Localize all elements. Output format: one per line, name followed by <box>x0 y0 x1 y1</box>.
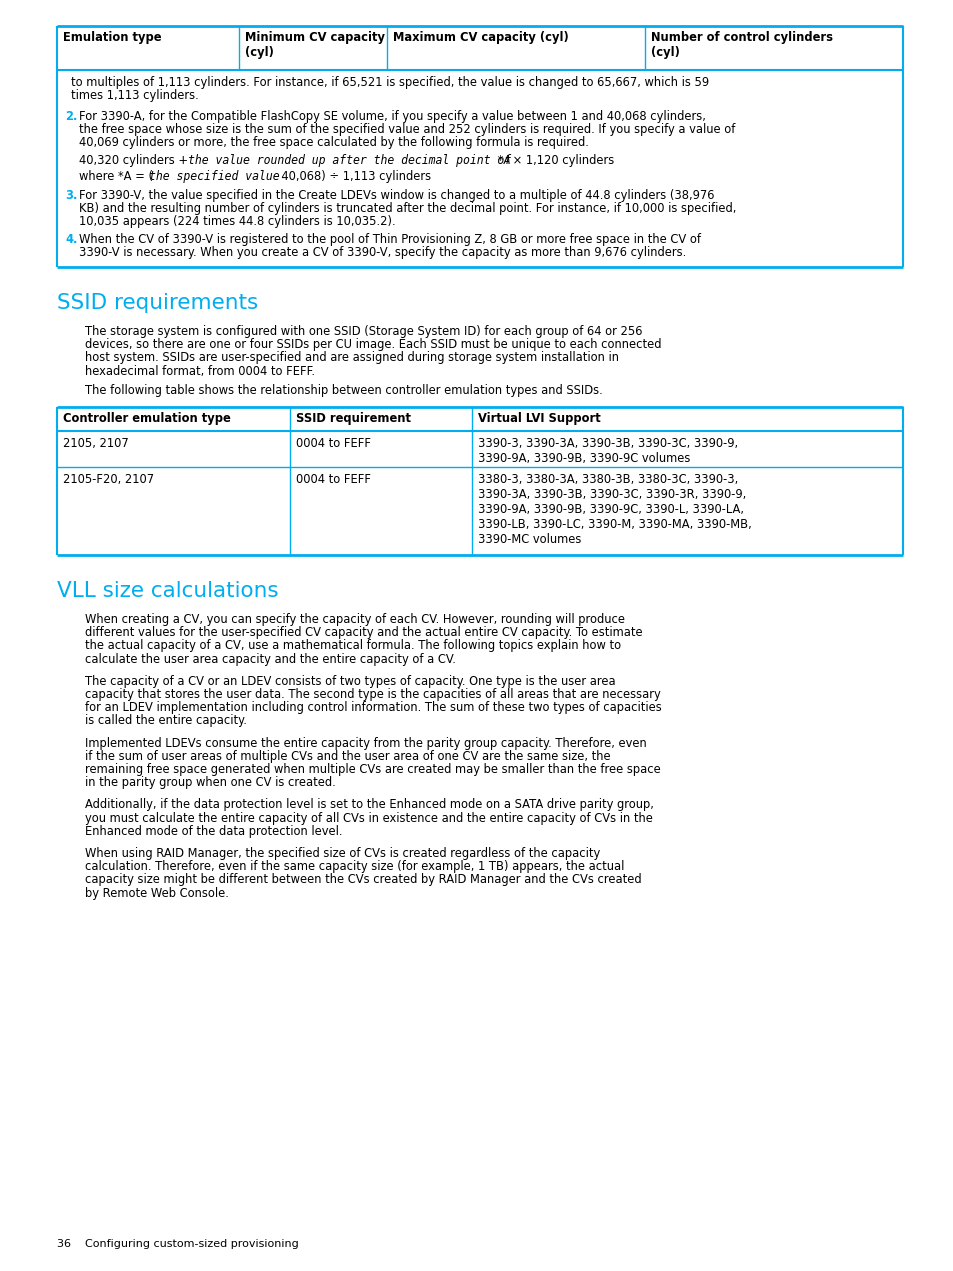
Text: 2105-F20, 2107: 2105-F20, 2107 <box>63 473 154 486</box>
Text: When using RAID Manager, the specified size of CVs is created regardless of the : When using RAID Manager, the specified s… <box>85 846 599 860</box>
Text: For 3390-V, the value specified in the Create LDEVs window is changed to a multi: For 3390-V, the value specified in the C… <box>79 189 714 202</box>
Text: 36    Configuring custom-sized provisioning: 36 Configuring custom-sized provisioning <box>57 1239 298 1249</box>
Text: capacity size might be different between the CVs created by RAID Manager and the: capacity size might be different between… <box>85 873 641 886</box>
Text: 2105, 2107: 2105, 2107 <box>63 437 129 450</box>
Text: 40,069 cylinders or more, the free space calculated by the following formula is : 40,069 cylinders or more, the free space… <box>79 136 588 150</box>
Text: 10,035 appears (224 times 44.8 cylinders is 10,035.2).: 10,035 appears (224 times 44.8 cylinders… <box>79 215 395 229</box>
Text: the actual capacity of a CV, use a mathematical formula. The following topics ex: the actual capacity of a CV, use a mathe… <box>85 639 620 652</box>
Text: if the sum of user areas of multiple CVs and the user area of one CV are the sam: if the sum of user areas of multiple CVs… <box>85 750 610 763</box>
Text: hexadecimal format, from 0004 to FEFF.: hexadecimal format, from 0004 to FEFF. <box>85 365 314 377</box>
Text: different values for the user-specified CV capacity and the actual entire CV cap: different values for the user-specified … <box>85 627 642 639</box>
Text: calculate the user area capacity and the entire capacity of a CV.: calculate the user area capacity and the… <box>85 652 456 666</box>
Text: the specified value: the specified value <box>149 170 279 183</box>
Text: Maximum CV capacity (cyl): Maximum CV capacity (cyl) <box>393 31 568 44</box>
Text: Controller emulation type: Controller emulation type <box>63 412 231 425</box>
Text: by Remote Web Console.: by Remote Web Console. <box>85 887 229 900</box>
Text: When the CV of 3390-V is registered to the pool of Thin Provisioning Z, 8 GB or : When the CV of 3390-V is registered to t… <box>79 233 700 245</box>
Text: Implemented LDEVs consume the entire capacity from the parity group capacity. Th: Implemented LDEVs consume the entire cap… <box>85 737 646 750</box>
Text: 3390-3, 3390-3A, 3390-3B, 3390-3C, 3390-9,
3390-9A, 3390-9B, 3390-9C volumes: 3390-3, 3390-3A, 3390-3B, 3390-3C, 3390-… <box>477 437 737 465</box>
Text: for an LDEV implementation including control information. The sum of these two t: for an LDEV implementation including con… <box>85 702 661 714</box>
Text: 3.: 3. <box>65 189 77 202</box>
Text: 3380-3, 3380-3A, 3380-3B, 3380-3C, 3390-3,
3390-3A, 3390-3B, 3390-3C, 3390-3R, 3: 3380-3, 3380-3A, 3380-3B, 3380-3C, 3390-… <box>477 473 751 547</box>
Text: Enhanced mode of the data protection level.: Enhanced mode of the data protection lev… <box>85 825 342 838</box>
Text: 40,320 cylinders +: 40,320 cylinders + <box>79 154 192 167</box>
Text: 4.: 4. <box>65 233 77 245</box>
Text: where *A = (: where *A = ( <box>79 170 152 183</box>
Text: SSID requirements: SSID requirements <box>57 294 258 313</box>
Text: you must calculate the entire capacity of all CVs in existence and the entire ca: you must calculate the entire capacity o… <box>85 812 652 825</box>
Text: is called the entire capacity.: is called the entire capacity. <box>85 714 247 727</box>
Text: 0004 to FEFF: 0004 to FEFF <box>295 437 371 450</box>
Text: × 1,120 cylinders: × 1,120 cylinders <box>509 154 614 167</box>
Text: calculation. Therefore, even if the same capacity size (for example, 1 TB) appea: calculation. Therefore, even if the same… <box>85 860 623 873</box>
Text: SSID requirement: SSID requirement <box>295 412 410 425</box>
Text: For 3390-A, for the Compatible FlashCopy SE volume, if you specify a value betwe: For 3390-A, for the Compatible FlashCopy… <box>79 111 705 123</box>
Text: remaining free space generated when multiple CVs are created may be smaller than: remaining free space generated when mult… <box>85 763 660 777</box>
Text: The following table shows the relationship between controller emulation types an: The following table shows the relationsh… <box>85 384 602 397</box>
Text: VLL size calculations: VLL size calculations <box>57 581 278 601</box>
Text: capacity that stores the user data. The second type is the capacities of all are: capacity that stores the user data. The … <box>85 688 660 702</box>
Text: *A: *A <box>490 154 510 167</box>
Text: - 40,068) ÷ 1,113 cylinders: - 40,068) ÷ 1,113 cylinders <box>270 170 431 183</box>
Text: KB) and the resulting number of cylinders is truncated after the decimal point. : KB) and the resulting number of cylinder… <box>79 202 736 215</box>
Text: Virtual LVI Support: Virtual LVI Support <box>477 412 599 425</box>
Text: When creating a CV, you can specify the capacity of each CV. However, rounding w: When creating a CV, you can specify the … <box>85 613 624 627</box>
Text: Minimum CV capacity
(cyl): Minimum CV capacity (cyl) <box>245 31 384 58</box>
Text: Emulation type: Emulation type <box>63 31 161 44</box>
Text: host system. SSIDs are user-specified and are assigned during storage system ins: host system. SSIDs are user-specified an… <box>85 351 618 365</box>
Text: The storage system is configured with one SSID (Storage System ID) for each grou: The storage system is configured with on… <box>85 325 641 338</box>
Text: 3390-V is necessary. When you create a CV of 3390-V, specify the capacity as mor: 3390-V is necessary. When you create a C… <box>79 245 685 259</box>
Text: to multiples of 1,113 cylinders. For instance, if 65,521 is specified, the value: to multiples of 1,113 cylinders. For ins… <box>71 76 708 89</box>
Text: the value rounded up after the decimal point of: the value rounded up after the decimal p… <box>188 154 511 167</box>
Text: 0004 to FEFF: 0004 to FEFF <box>295 473 371 486</box>
Text: The capacity of a CV or an LDEV consists of two types of capacity. One type is t: The capacity of a CV or an LDEV consists… <box>85 675 615 688</box>
Text: 2.: 2. <box>65 111 77 123</box>
Text: times 1,113 cylinders.: times 1,113 cylinders. <box>71 89 198 102</box>
Text: Number of control cylinders
(cyl): Number of control cylinders (cyl) <box>650 31 832 58</box>
Text: the free space whose size is the sum of the specified value and 252 cylinders is: the free space whose size is the sum of … <box>79 123 735 136</box>
Text: Additionally, if the data protection level is set to the Enhanced mode on a SATA: Additionally, if the data protection lev… <box>85 798 653 811</box>
Text: in the parity group when one CV is created.: in the parity group when one CV is creat… <box>85 777 335 789</box>
Text: devices, so there are one or four SSIDs per CU image. Each SSID must be unique t: devices, so there are one or four SSIDs … <box>85 338 660 351</box>
